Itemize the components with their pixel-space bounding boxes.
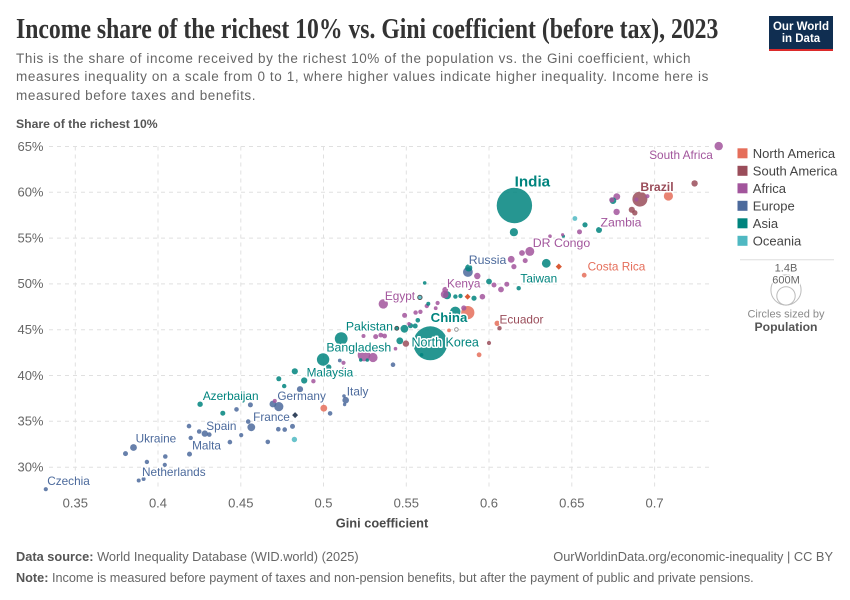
svg-text:600M: 600M: [772, 275, 800, 287]
svg-text:0.6: 0.6: [480, 496, 498, 511]
svg-text:0.65: 0.65: [559, 496, 584, 511]
svg-text:Brazil: Brazil: [640, 180, 673, 194]
svg-text:45%: 45%: [17, 322, 43, 337]
svg-text:40%: 40%: [17, 368, 43, 383]
svg-text:0.7: 0.7: [646, 496, 664, 511]
svg-text:Oceania: Oceania: [753, 233, 802, 248]
svg-text:Malta: Malta: [192, 439, 221, 453]
svg-text:North America: North America: [753, 146, 836, 161]
svg-text:Malaysia: Malaysia: [307, 366, 354, 380]
svg-text:30%: 30%: [17, 460, 43, 475]
svg-text:Africa: Africa: [753, 181, 787, 196]
svg-text:Netherlands: Netherlands: [142, 465, 206, 479]
svg-text:Costa Rica: Costa Rica: [588, 260, 646, 274]
svg-text:Germany: Germany: [277, 389, 326, 403]
svg-text:0.5: 0.5: [314, 496, 332, 511]
svg-text:Pakistan: Pakistan: [346, 320, 393, 334]
svg-text:Ukraine: Ukraine: [136, 431, 177, 445]
svg-text:India: India: [515, 174, 551, 191]
svg-text:France: France: [253, 410, 290, 424]
svg-text:Italy: Italy: [347, 384, 369, 398]
svg-text:South America: South America: [753, 163, 838, 178]
svg-text:60%: 60%: [17, 185, 43, 200]
svg-text:Gini coefficient: Gini coefficient: [336, 516, 429, 531]
svg-text:China: China: [431, 310, 468, 325]
svg-text:65%: 65%: [17, 139, 43, 154]
svg-text:Czechia: Czechia: [47, 474, 90, 488]
svg-text:55%: 55%: [17, 230, 43, 245]
svg-text:North Korea: North Korea: [411, 335, 478, 349]
svg-text:Circles sized by: Circles sized by: [747, 309, 825, 321]
svg-text:Bangladesh: Bangladesh: [326, 340, 391, 354]
svg-text:Population: Population: [755, 320, 818, 334]
svg-text:0.4: 0.4: [149, 496, 167, 511]
svg-text:0.45: 0.45: [228, 496, 253, 511]
svg-text:Ecuador: Ecuador: [500, 313, 544, 327]
svg-text:Spain: Spain: [206, 419, 236, 433]
svg-text:Russia: Russia: [469, 253, 507, 267]
svg-text:DR Congo: DR Congo: [533, 236, 591, 250]
svg-text:South Africa: South Africa: [649, 148, 713, 162]
svg-text:0.55: 0.55: [394, 496, 419, 511]
svg-text:1.4B: 1.4B: [775, 262, 798, 274]
svg-text:Egypt: Egypt: [385, 289, 416, 303]
svg-text:35%: 35%: [17, 414, 43, 429]
svg-text:50%: 50%: [17, 276, 43, 291]
svg-text:Kenya: Kenya: [447, 277, 481, 291]
svg-text:Azerbaijan: Azerbaijan: [203, 389, 259, 403]
svg-text:Taiwan: Taiwan: [520, 271, 557, 285]
svg-text:Asia: Asia: [753, 216, 779, 231]
svg-text:0.35: 0.35: [63, 496, 88, 511]
svg-text:Europe: Europe: [753, 198, 795, 213]
svg-text:Zambia: Zambia: [600, 215, 641, 229]
